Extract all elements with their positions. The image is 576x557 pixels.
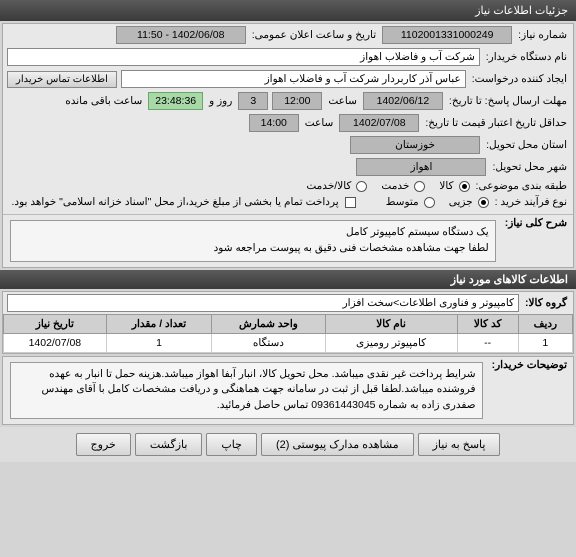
creator-value: عباس آذر کاربردار شرکت آب و فاضلاب اهواز	[121, 70, 466, 88]
title-bar: جزئیات اطلاعات نیاز	[0, 0, 576, 21]
radio-minor-label: جزیی	[447, 196, 475, 208]
days-value: 3	[238, 92, 268, 110]
process-label: نوع فرآیند خرید :	[493, 196, 569, 208]
radio-goods[interactable]	[459, 181, 470, 192]
cell-unit: دستگاه	[212, 333, 325, 352]
treasury-checkbox[interactable]	[345, 197, 356, 208]
description-line-1: یک دستگاه سیستم کامپیوتر کامل	[17, 225, 489, 241]
radio-medium[interactable]	[424, 197, 435, 208]
back-button[interactable]: بازگشت	[135, 433, 203, 456]
col-name: نام کالا	[325, 314, 457, 333]
attachments-button[interactable]: مشاهده مدارک پیوستی (2)	[261, 433, 414, 456]
announce-value: 1402/06/08 - 11:50	[116, 26, 246, 44]
table-row[interactable]: 1 -- کامپیوتر رومیزی دستگاه 1 1402/07/08	[4, 333, 573, 352]
city-label: شهر محل تحویل:	[490, 161, 569, 173]
col-qty: تعداد / مقدار	[106, 314, 212, 333]
radio-goods-label: کالا	[437, 180, 455, 192]
respond-button[interactable]: پاسخ به نیاز	[418, 433, 501, 456]
buyer-notes-text: شرایط پرداخت غیر نقدی میباشد. محل تحویل …	[10, 362, 483, 419]
need-no-label: شماره نیاز:	[516, 29, 569, 41]
province-label: استان محل تحویل:	[484, 139, 569, 151]
city-value: اهواز	[356, 158, 486, 176]
validity-date: 1402/07/08	[339, 114, 419, 132]
time-remaining: 23:48:36	[148, 92, 203, 110]
radio-medium-label: متوسط	[384, 196, 421, 208]
print-button[interactable]: چاپ	[206, 433, 257, 456]
col-date: تاریخ نیاز	[4, 314, 107, 333]
goods-table: ردیف کد کالا نام کالا واحد شمارش تعداد /…	[3, 314, 573, 353]
cell-row: 1	[518, 333, 572, 352]
description-label: شرح کلی نیاز:	[503, 217, 569, 229]
treasury-label: پرداخت تمام یا بخشی از مبلغ خرید،از محل …	[10, 196, 341, 208]
buyer-value: شرکت آب و فاضلاب اهواز	[7, 48, 480, 66]
cell-date: 1402/07/08	[4, 333, 107, 352]
goods-panel: گروه کالا: کامپیوتر و فناوری اطلاعات>سخت…	[2, 291, 574, 354]
col-code: کد کالا	[457, 314, 518, 333]
group-label: گروه کالا:	[523, 297, 569, 309]
main-form: شماره نیاز: 1102001331000249 تاریخ و ساع…	[2, 23, 574, 268]
radio-service-label: خدمت	[379, 180, 411, 192]
cell-code: --	[457, 333, 518, 352]
col-unit: واحد شمارش	[212, 314, 325, 333]
classification-radios: کالا خدمت کالا/خدمت	[304, 180, 469, 192]
description-box: یک دستگاه سیستم کامپیوتر کامل لطفا جهت م…	[10, 220, 496, 262]
process-radios: جزیی متوسط	[384, 196, 489, 208]
province-value: خوزستان	[350, 136, 480, 154]
cell-qty: 1	[106, 333, 212, 352]
notes-panel: توضیحات خریدار: شرایط پرداخت غیر نقدی می…	[2, 356, 574, 425]
radio-service[interactable]	[414, 181, 425, 192]
radio-minor[interactable]	[478, 197, 489, 208]
exit-button[interactable]: خروج	[76, 433, 131, 456]
remaining-label: ساعت باقی مانده	[63, 95, 144, 107]
need-no-value: 1102001331000249	[382, 26, 512, 44]
cell-name: کامپیوتر رومیزی	[325, 333, 457, 352]
goods-section-header: اطلاعات کالاهای مورد نیاز	[0, 270, 576, 289]
col-row: ردیف	[518, 314, 572, 333]
days-label: روز و	[207, 95, 234, 107]
radio-both[interactable]	[356, 181, 367, 192]
contact-button[interactable]: اطلاعات تماس خریدار	[7, 71, 117, 88]
validity-time: 14:00	[249, 114, 299, 132]
creator-label: ایجاد کننده درخواست:	[470, 73, 569, 85]
footer-buttons: پاسخ به نیاز مشاهده مدارک پیوستی (2) چاپ…	[0, 427, 576, 462]
time-label-2: ساعت	[303, 117, 336, 129]
deadline-date: 1402/06/12	[363, 92, 443, 110]
deadline-time: 12:00	[272, 92, 322, 110]
description-line-2: لطفا جهت مشاهده مشخصات فنی دقیق به پیوست…	[17, 241, 489, 257]
classification-label: طبقه بندی موضوعی:	[474, 180, 569, 192]
group-value: کامپیوتر و فناوری اطلاعات>سخت افزار	[7, 294, 519, 312]
buyer-notes-label: توضیحات خریدار:	[490, 359, 569, 371]
validity-label: حداقل تاریخ اعتبار قیمت تا تاریخ:	[423, 117, 569, 129]
announce-label: تاریخ و ساعت اعلان عمومی:	[250, 29, 378, 41]
time-label-1: ساعت	[326, 95, 359, 107]
buyer-label: نام دستگاه خریدار:	[484, 51, 569, 63]
radio-both-label: کالا/خدمت	[304, 180, 353, 192]
deadline-label: مهلت ارسال پاسخ: تا تاریخ:	[447, 95, 569, 107]
